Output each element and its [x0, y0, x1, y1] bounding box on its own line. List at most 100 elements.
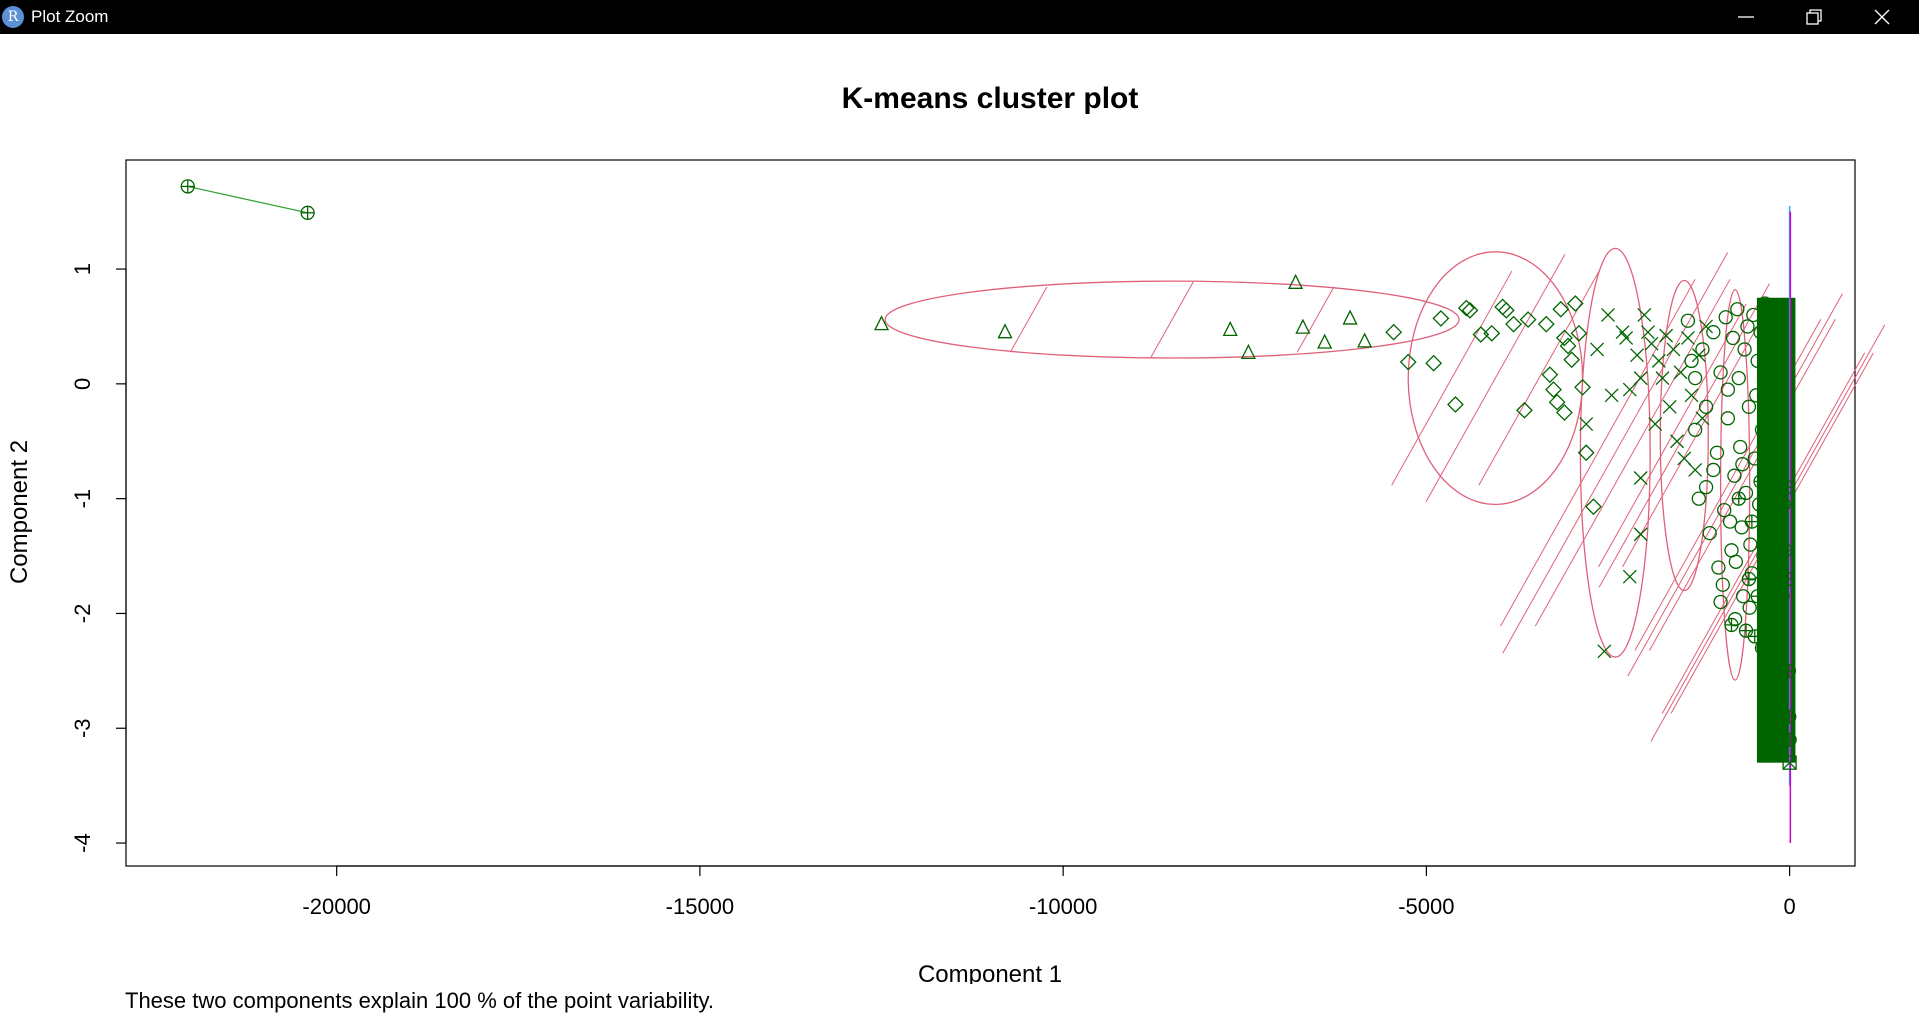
plot-extras [187, 185, 1796, 844]
data-point-x [1622, 382, 1637, 397]
x-tick-label: -15000 [666, 894, 735, 919]
data-point-circle [1743, 537, 1758, 552]
data-point-x [1673, 365, 1688, 380]
data-point-diamond [1457, 299, 1475, 317]
data-point-circle [1751, 497, 1767, 512]
data-point-circle [1725, 330, 1741, 346]
data-point-circle-plus [1754, 640, 1770, 656]
y-tick-label: -3 [70, 718, 95, 738]
data-point-diamond [1425, 354, 1443, 372]
data-point-circle-plus [1781, 663, 1797, 678]
data-point-x [1644, 336, 1659, 351]
ellipse-shade-line [1598, 283, 1770, 588]
data-point-diamond [1432, 310, 1450, 327]
maximize-button[interactable] [1780, 0, 1848, 34]
data-point-circle [1733, 439, 1748, 455]
ellipse-shade-line [1009, 286, 1048, 353]
data-point-circle-plus [1773, 462, 1789, 478]
data-point-circle-plus [1781, 571, 1796, 587]
x-tick-label: -20000 [302, 894, 371, 919]
y-tick-label: -2 [70, 604, 95, 624]
data-point-circle [1680, 313, 1696, 328]
data-point-x [1684, 388, 1699, 403]
data-point-x [1659, 328, 1674, 343]
ellipse-shade-line [1534, 279, 1731, 627]
window-titlebar: R Plot Zoom [0, 0, 1919, 34]
data-point-circle [1757, 296, 1773, 311]
data-point-triangle [1240, 343, 1256, 360]
y-axis: -4 -3 -2 -1 0 1 [70, 263, 127, 853]
data-point-circle [1717, 502, 1732, 518]
ellipse-shade-line [1391, 270, 1513, 486]
data-point-circle [1711, 560, 1726, 575]
data-point-x [1633, 371, 1648, 386]
ellipse-shade-line [1296, 286, 1335, 353]
data-point-circle [1698, 399, 1714, 414]
data-point-x [1601, 308, 1615, 322]
maximize-icon [1806, 9, 1822, 25]
data-point-circle [1742, 600, 1757, 615]
x-axis-label: Component 1 [918, 961, 1062, 984]
data-point-diamond [1516, 401, 1533, 419]
x-tick-label: 0 [1783, 894, 1795, 919]
chart-title: K-means cluster plot [842, 82, 1139, 115]
y-tick-label: 0 [70, 378, 95, 390]
data-point-circle [1684, 353, 1699, 369]
data-point-circle [1720, 382, 1736, 397]
data-point-diamond [1585, 498, 1602, 516]
x-tick-label: -5000 [1398, 894, 1454, 919]
ellipse-shade-line [1425, 254, 1566, 503]
y-tick-label: -1 [70, 489, 95, 509]
data-point-circle-plus [1770, 520, 1786, 535]
data-point-circle-plus [1760, 560, 1775, 575]
close-button[interactable] [1848, 0, 1916, 34]
data-point-circle-plus [300, 205, 315, 220]
data-point-circle [1688, 422, 1703, 437]
data-point-circle-plus [1779, 480, 1794, 495]
data-point-circle [1740, 319, 1755, 334]
data-point-x [1670, 434, 1684, 449]
data-point-x [1630, 348, 1645, 363]
data-point-triangle [873, 315, 890, 331]
close-icon [1874, 9, 1890, 25]
data-point-diamond [1461, 301, 1479, 319]
data-point-circle [1715, 577, 1730, 592]
data-point-circle [1741, 399, 1757, 414]
data-point-diamond [1563, 351, 1581, 369]
data-point-diamond [1577, 444, 1595, 462]
data-point-x [1651, 353, 1666, 368]
data-point-circle-plus [1772, 554, 1787, 569]
data-point-circle [1746, 307, 1761, 323]
data-point-circle-plus [1767, 577, 1783, 592]
data-point-diamond [1447, 396, 1464, 413]
data-point-circle-plus [1731, 491, 1746, 506]
data-point-diamond [1519, 311, 1537, 328]
cluster-ellipse-3 [1659, 279, 1709, 592]
data-point-circle-plus [1759, 508, 1774, 524]
data-point-diamond [1545, 381, 1562, 399]
data-point-triangle [997, 323, 1013, 339]
ellipse-shade-line [1150, 281, 1194, 358]
data-point-circle [1727, 468, 1742, 483]
y-tick-label: -4 [70, 833, 95, 853]
window-title: Plot Zoom [31, 7, 109, 26]
data-point-triangle [1222, 320, 1238, 337]
r-logo-icon: R [2, 6, 24, 28]
data-point-diamond [1570, 324, 1588, 342]
data-point-circle-plus [1776, 497, 1791, 512]
minimize-icon [1738, 16, 1754, 18]
minimize-button[interactable] [1712, 0, 1780, 34]
cluster-ellipses [884, 247, 1886, 747]
data-point-circle [1749, 388, 1764, 403]
cluster-ellipse-0 [884, 280, 1460, 359]
variability-note: These two components explain 100 % of th… [125, 988, 715, 1013]
cluster-plot: K-means cluster plot -20000 -15000 -10000-… [6, 82, 1886, 984]
data-point-x [1604, 388, 1619, 403]
data-point-circle [1747, 451, 1762, 466]
data-point-circle-plus [1753, 474, 1768, 489]
data-point-diamond [1555, 329, 1573, 347]
data-point-circle-plus [1782, 709, 1797, 724]
data-point-circle [1728, 554, 1744, 569]
y-axis-label: Component 2 [6, 440, 33, 584]
data-point-circle [1698, 480, 1714, 495]
